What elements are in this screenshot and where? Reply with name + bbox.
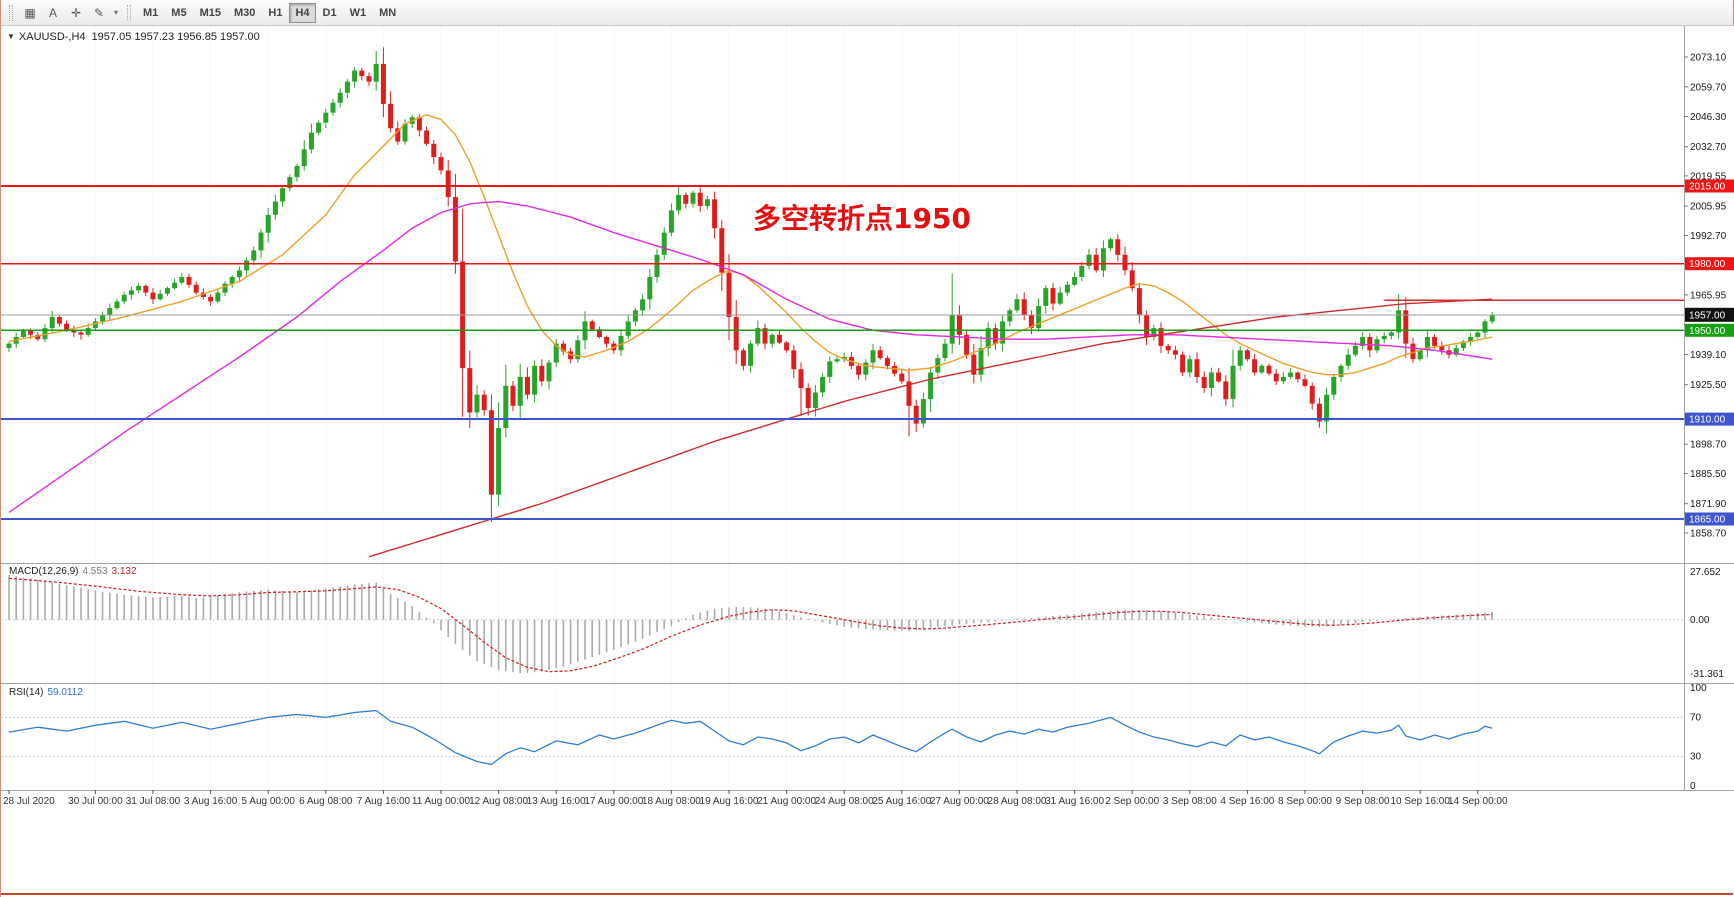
svg-text:1910.00: 1910.00 — [1689, 415, 1726, 426]
svg-text:1950.00: 1950.00 — [1689, 326, 1726, 337]
svg-text:1865.00: 1865.00 — [1689, 515, 1726, 526]
grid-lines — [94, 26, 1479, 790]
svg-text:3 Aug 16:00: 3 Aug 16:00 — [184, 796, 238, 807]
svg-text:18 Aug 08:00: 18 Aug 08:00 — [642, 796, 701, 807]
chart-canvas[interactable]: 2073.10 2059.70 2046.30 2032.70 2019.55 2005.… — [1, 26, 1734, 897]
svg-text:14 Sep 00:00: 14 Sep 00:00 — [1448, 796, 1508, 807]
svg-text:24 Aug 08:00: 24 Aug 08:00 — [815, 796, 874, 807]
svg-text:2073.10: 2073.10 — [1690, 53, 1727, 64]
svg-text:28 Jul 2020: 28 Jul 2020 — [3, 796, 55, 807]
chevron-down-icon[interactable]: ▾ — [113, 8, 118, 17]
svg-text:12 Aug 08:00: 12 Aug 08:00 — [469, 796, 528, 807]
timeframe-m15-button[interactable]: M15 — [194, 3, 227, 23]
ma-slow-red-line — [368, 298, 1493, 558]
svg-text:1965.95: 1965.95 — [1690, 290, 1727, 301]
svg-text:1925.50: 1925.50 — [1690, 380, 1727, 391]
svg-text:2015.00: 2015.00 — [1689, 182, 1726, 193]
svg-text:2 Sep 00:00: 2 Sep 00:00 — [1105, 796, 1159, 807]
svg-text:4 Sep 16:00: 4 Sep 16:00 — [1220, 796, 1274, 807]
svg-text:31 Jul 08:00: 31 Jul 08:00 — [126, 796, 181, 807]
svg-text:5 Aug 00:00: 5 Aug 00:00 — [242, 796, 296, 807]
svg-text:1858.70: 1858.70 — [1690, 529, 1727, 540]
toolbar: ▦ A ✛ ✎ ▾ M1 M5 M15 M30 H1 H4 D1 W1 MN — [1, 0, 1733, 26]
svg-text:27.652: 27.652 — [1690, 567, 1721, 578]
svg-text:2046.30: 2046.30 — [1690, 112, 1727, 123]
window-bottom-border — [1, 893, 1733, 895]
svg-text:70: 70 — [1690, 712, 1702, 723]
crosshair-icon[interactable]: ✛ — [65, 3, 87, 23]
svg-text:19 Aug 16:00: 19 Aug 16:00 — [700, 796, 759, 807]
svg-text:2032.70: 2032.70 — [1690, 142, 1727, 153]
panel-separators — [1, 26, 1734, 791]
svg-text:1957.00: 1957.00 — [1689, 310, 1726, 321]
svg-text:27 Aug 00:00: 27 Aug 00:00 — [930, 796, 989, 807]
timeframe-m30-button[interactable]: M30 — [228, 3, 261, 23]
svg-text:2005.95: 2005.95 — [1690, 202, 1727, 213]
toolbar-drag-handle[interactable] — [127, 4, 131, 21]
svg-text:0.00: 0.00 — [1690, 615, 1710, 626]
ma-mid-magenta-line — [8, 200, 1493, 513]
rsi-axis[interactable]: 100 70 30 0 — [1690, 683, 1707, 792]
macd-panel — [1, 574, 1684, 674]
svg-text:100: 100 — [1690, 683, 1707, 694]
time-axis[interactable]: 28 Jul 2020 30 Jul 00:00 31 Jul 08:00 3 Aug… — [3, 790, 1508, 807]
text-label-icon[interactable]: A — [42, 3, 64, 23]
timeframe-h4-button[interactable]: H4 — [289, 2, 316, 23]
chart-area[interactable]: 2073.10 2059.70 2046.30 2032.70 2019.55 2005.… — [1, 26, 1734, 897]
svg-text:7 Aug 16:00: 7 Aug 16:00 — [357, 796, 411, 807]
svg-text:10 Sep 16:00: 10 Sep 16:00 — [1390, 796, 1450, 807]
svg-text:1980.00: 1980.00 — [1689, 259, 1726, 270]
price-axis[interactable]: 2073.10 2059.70 2046.30 2032.70 2019.55 2005.… — [1684, 53, 1734, 540]
timeframe-m1-button[interactable]: M1 — [137, 3, 164, 23]
draw-tools-icon[interactable]: ✎ — [88, 3, 110, 23]
candles — [6, 47, 1495, 523]
svg-text:1885.50: 1885.50 — [1690, 469, 1727, 480]
timeframe-d1-button[interactable]: D1 — [317, 3, 343, 23]
svg-text:30 Jul 00:00: 30 Jul 00:00 — [68, 796, 123, 807]
svg-text:1939.10: 1939.10 — [1690, 350, 1727, 361]
chart-grid-icon[interactable]: ▦ — [19, 3, 41, 23]
svg-text:3 Sep 08:00: 3 Sep 08:00 — [1163, 796, 1217, 807]
svg-text:2059.70: 2059.70 — [1690, 82, 1727, 93]
svg-text:2019.55: 2019.55 — [1690, 171, 1727, 182]
svg-text:25 Aug 16:00: 25 Aug 16:00 — [872, 796, 931, 807]
macd-axis[interactable]: 27.652 0.00 -31.361 — [1690, 567, 1724, 680]
timeframe-mn-button[interactable]: MN — [373, 3, 402, 23]
svg-text:8 Sep 00:00: 8 Sep 00:00 — [1278, 796, 1332, 807]
svg-text:-31.361: -31.361 — [1690, 669, 1724, 680]
svg-text:13 Aug 16:00: 13 Aug 16:00 — [527, 796, 586, 807]
timeframe-w1-button[interactable]: W1 — [344, 3, 373, 23]
svg-text:11 Aug 00:00: 11 Aug 00:00 — [412, 796, 471, 807]
timeframe-m5-button[interactable]: M5 — [165, 3, 192, 23]
svg-text:21 Aug 00:00: 21 Aug 00:00 — [757, 796, 816, 807]
svg-text:6 Aug 08:00: 6 Aug 08:00 — [299, 796, 353, 807]
svg-text:1992.70: 1992.70 — [1690, 231, 1727, 242]
svg-text:0: 0 — [1690, 781, 1696, 792]
svg-text:30: 30 — [1690, 752, 1702, 763]
svg-text:31 Aug 16:00: 31 Aug 16:00 — [1045, 796, 1104, 807]
timeframe-h1-button[interactable]: H1 — [262, 3, 288, 23]
level-lines[interactable] — [1, 185, 1684, 520]
svg-text:17 Aug 00:00: 17 Aug 00:00 — [584, 796, 643, 807]
svg-text:28 Aug 08:00: 28 Aug 08:00 — [988, 796, 1047, 807]
ma-fast-orange-line — [8, 114, 1493, 376]
toolbar-drag-handle[interactable] — [9, 4, 13, 21]
svg-text:1898.70: 1898.70 — [1690, 440, 1727, 451]
svg-text:9 Sep 08:00: 9 Sep 08:00 — [1336, 796, 1390, 807]
svg-text:1871.90: 1871.90 — [1690, 499, 1727, 510]
rsi-panel — [1, 709, 1684, 766]
